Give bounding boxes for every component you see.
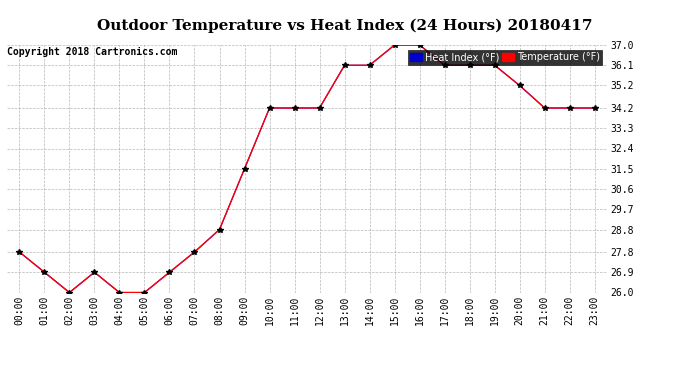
Text: Outdoor Temperature vs Heat Index (24 Hours) 20180417: Outdoor Temperature vs Heat Index (24 Ho… bbox=[97, 19, 593, 33]
Legend: Heat Index (°F), Temperature (°F): Heat Index (°F), Temperature (°F) bbox=[408, 50, 602, 65]
Text: Copyright 2018 Cartronics.com: Copyright 2018 Cartronics.com bbox=[7, 47, 177, 57]
